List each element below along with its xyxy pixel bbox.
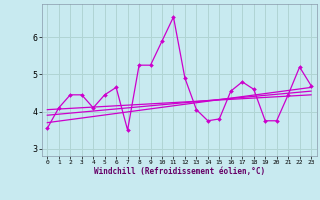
X-axis label: Windchill (Refroidissement éolien,°C): Windchill (Refroidissement éolien,°C) <box>94 167 265 176</box>
